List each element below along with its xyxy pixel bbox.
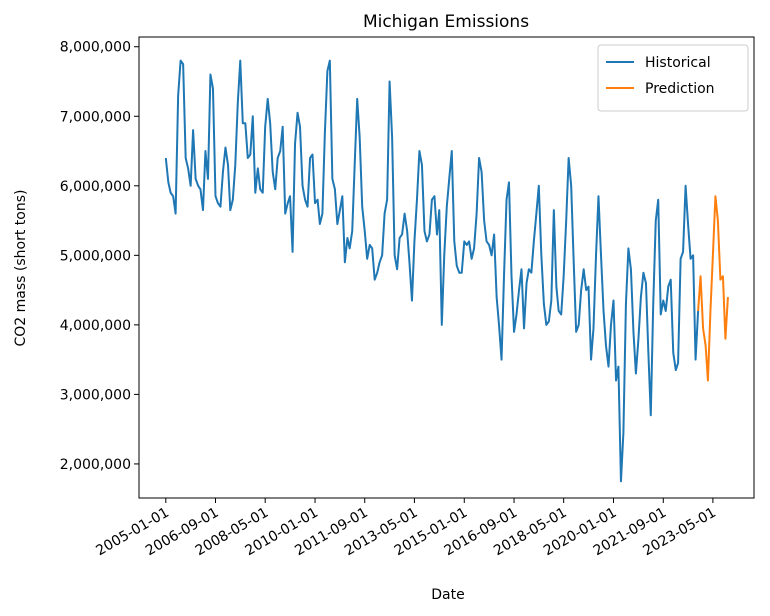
y-axis-label: CO2 mass (short tons) <box>13 190 29 347</box>
y-tick-label: 2,000,000 <box>60 457 131 473</box>
y-tick-label: 6,000,000 <box>60 179 131 195</box>
y-tick-label: 8,000,000 <box>60 40 131 56</box>
legend-label: Historical <box>645 55 711 71</box>
x-axis-label: Date <box>431 587 464 603</box>
legend-label: Prediction <box>645 81 715 97</box>
data-line <box>697 195 729 382</box>
y-tick-label: 5,000,000 <box>60 248 131 264</box>
data-line <box>164 59 700 483</box>
plot-frame <box>138 36 755 499</box>
y-tick-label: 3,000,000 <box>60 387 131 403</box>
y-tick-label: 4,000,000 <box>60 318 131 334</box>
y-tick-label: 7,000,000 <box>60 109 131 125</box>
chart-title: Michigan Emissions <box>363 12 529 32</box>
legend-box <box>597 44 749 112</box>
